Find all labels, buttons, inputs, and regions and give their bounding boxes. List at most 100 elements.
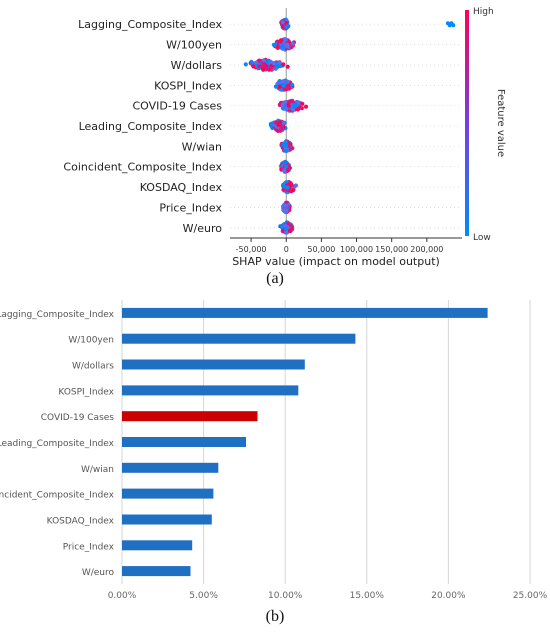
- category-label-price-index: Price_Index: [63, 542, 115, 552]
- shap-point: [292, 104, 297, 109]
- category-label-coincident-composite-index: Coincident_Composite_Index: [0, 491, 115, 501]
- x-tick-label: 20.00%: [431, 591, 466, 601]
- shap-point: [286, 86, 292, 91]
- shap-point: [291, 188, 296, 193]
- shap-point: [283, 164, 289, 169]
- caption-b: (b): [265, 608, 285, 625]
- beeswarm-kospi-index: [273, 78, 295, 92]
- x-tick-label: -50,000: [236, 245, 267, 254]
- category-label-w-euro: W/euro: [82, 568, 115, 578]
- caption-a: (a): [266, 270, 284, 287]
- bar-w-100yen: [122, 333, 356, 344]
- shap-point: [281, 79, 286, 84]
- shap-point: [280, 102, 285, 107]
- feature-label-leading-composite-index: Leading_Composite_Index: [79, 120, 223, 133]
- shap-point: [273, 120, 278, 125]
- bar-kospi-index: [122, 385, 299, 396]
- feature-label-kosdaq-index: KOSDAQ_Index: [140, 181, 223, 194]
- shap-point: [275, 64, 280, 69]
- shap-point: [281, 83, 286, 88]
- shap-point: [282, 37, 288, 42]
- shap-point: [284, 107, 289, 112]
- feature-label-w-wian: W/wian: [182, 140, 222, 153]
- shap-point: [254, 60, 259, 65]
- shap-point: [283, 87, 288, 92]
- shap-point: [291, 107, 296, 112]
- x-tick-label: 5.00%: [189, 591, 218, 601]
- colorbar-low-label: Low: [473, 233, 491, 243]
- bar-covid-19-cases: [122, 411, 258, 422]
- category-label-w-wian: W/wian: [81, 465, 114, 475]
- shap-point: [261, 67, 266, 72]
- colorbar: [465, 10, 469, 236]
- beeswarm-w-wian: [279, 139, 295, 153]
- shap-point: [283, 230, 289, 235]
- shap-point: [290, 98, 295, 103]
- x-tick-label: 0: [284, 245, 289, 254]
- feature-label-w-euro: W/euro: [183, 222, 223, 235]
- shap-point: [283, 148, 288, 153]
- beeswarm-w-100yen: [271, 37, 297, 52]
- beeswarm-price-index: [281, 200, 292, 215]
- x-tick-label: 50,000: [307, 245, 335, 254]
- shap-point: [250, 60, 255, 65]
- feature-label-kospi-index: KOSPI_Index: [154, 79, 222, 92]
- shap-point: [243, 62, 248, 67]
- bar-kosdaq-index: [122, 514, 212, 525]
- shap-point: [265, 59, 270, 64]
- feature-label-coincident-composite-index: Coincident_Composite_Index: [63, 161, 222, 174]
- shap-point: [278, 128, 283, 133]
- beeswarm-coincident-composite-index: [279, 159, 292, 174]
- bar-w-euro: [122, 566, 191, 577]
- beeswarm-leading-composite-index: [268, 118, 288, 133]
- shap-point: [288, 182, 293, 187]
- bar-price-index: [122, 540, 193, 551]
- shap-point: [284, 143, 289, 148]
- shap-point: [282, 169, 287, 174]
- shap-point: [285, 185, 290, 190]
- shap-point: [268, 121, 273, 127]
- shap-point: [283, 226, 289, 231]
- shap-point: [290, 82, 295, 87]
- category-label-leading-composite-index: Leading_Composite_Index: [0, 439, 115, 449]
- beeswarm-lagging-composite-index: [279, 17, 456, 31]
- shap-summary-chart: Lagging_Composite_Index W/100yen W/dollars…: [63, 7, 506, 268]
- category-label-lagging-composite-index: Lagging_Composite_Index: [0, 310, 115, 320]
- shap-point: [295, 107, 300, 112]
- shap-outlier-point: [451, 23, 456, 28]
- x-tick-label: 0.00%: [108, 591, 137, 601]
- shap-point: [261, 58, 266, 63]
- x-tick-label: 25.00%: [513, 591, 548, 601]
- shap-point: [281, 208, 286, 213]
- beeswarm-w-dollars: [243, 57, 290, 72]
- shap-point: [275, 45, 280, 50]
- beeswarm-w-euro: [278, 220, 295, 235]
- category-label-w-dollars: W/dollars: [72, 362, 114, 372]
- shap-point: [277, 60, 282, 66]
- x-tick-label: 15.00%: [350, 591, 385, 601]
- category-label-covid-19-cases: COVID-19 Cases: [41, 413, 115, 423]
- shap-point: [293, 183, 298, 188]
- bar-w-dollars: [122, 359, 305, 370]
- x-axis-label: SHAP value (impact on model output): [232, 255, 440, 268]
- beeswarm-kosdaq-index: [280, 179, 298, 195]
- bar-leading-composite-index: [122, 437, 246, 447]
- x-tick-label: 150,000: [375, 245, 408, 254]
- x-tick-label: 200,000: [410, 245, 443, 254]
- shap-point: [264, 66, 269, 71]
- shap-point: [279, 224, 285, 229]
- feature-label-w-100yen: W/100yen: [166, 39, 222, 52]
- colorbar-high-label: High: [473, 7, 494, 17]
- shap-point: [269, 65, 274, 70]
- shap-point: [271, 61, 276, 66]
- shap-point: [285, 64, 290, 69]
- shap-point: [284, 203, 289, 208]
- feature-label-lagging-composite-index: Lagging_Composite_Index: [78, 18, 222, 31]
- shap-point: [286, 103, 291, 108]
- bar-lagging-composite-index: [122, 307, 488, 318]
- shap-point: [289, 227, 294, 232]
- shap-point: [281, 120, 286, 126]
- shap-point: [280, 20, 285, 25]
- category-label-w-100yen: W/100yen: [68, 336, 114, 346]
